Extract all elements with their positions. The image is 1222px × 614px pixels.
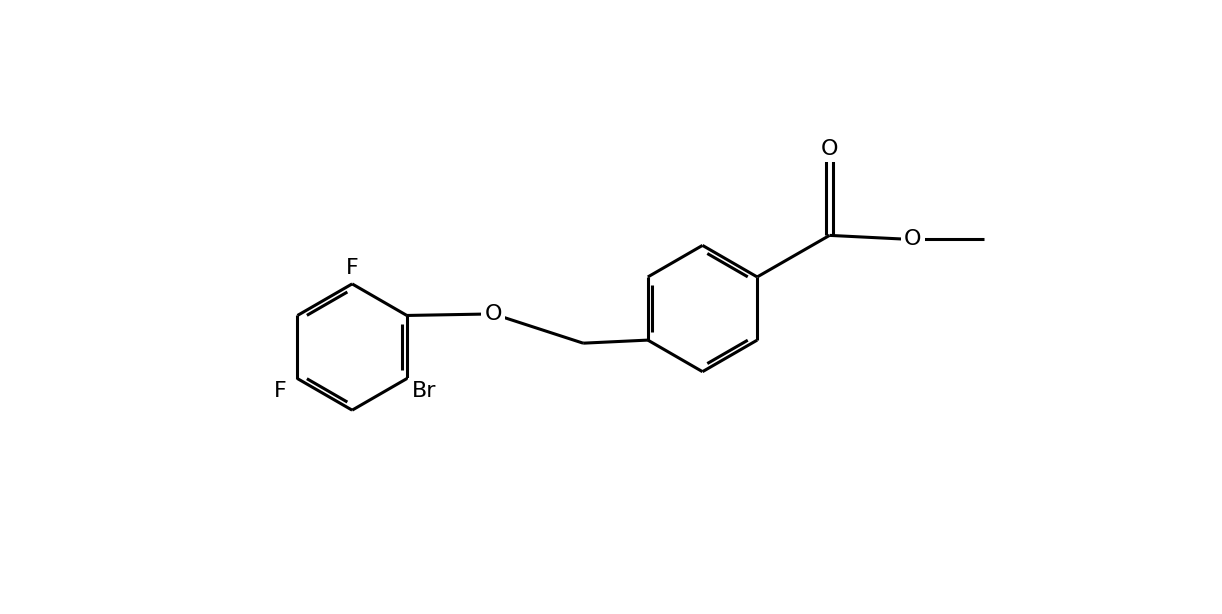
Text: O: O <box>821 139 838 159</box>
Text: O: O <box>484 304 502 324</box>
Text: F: F <box>274 381 287 401</box>
Text: F: F <box>346 258 358 279</box>
Text: Br: Br <box>412 381 436 401</box>
Text: O: O <box>904 229 921 249</box>
